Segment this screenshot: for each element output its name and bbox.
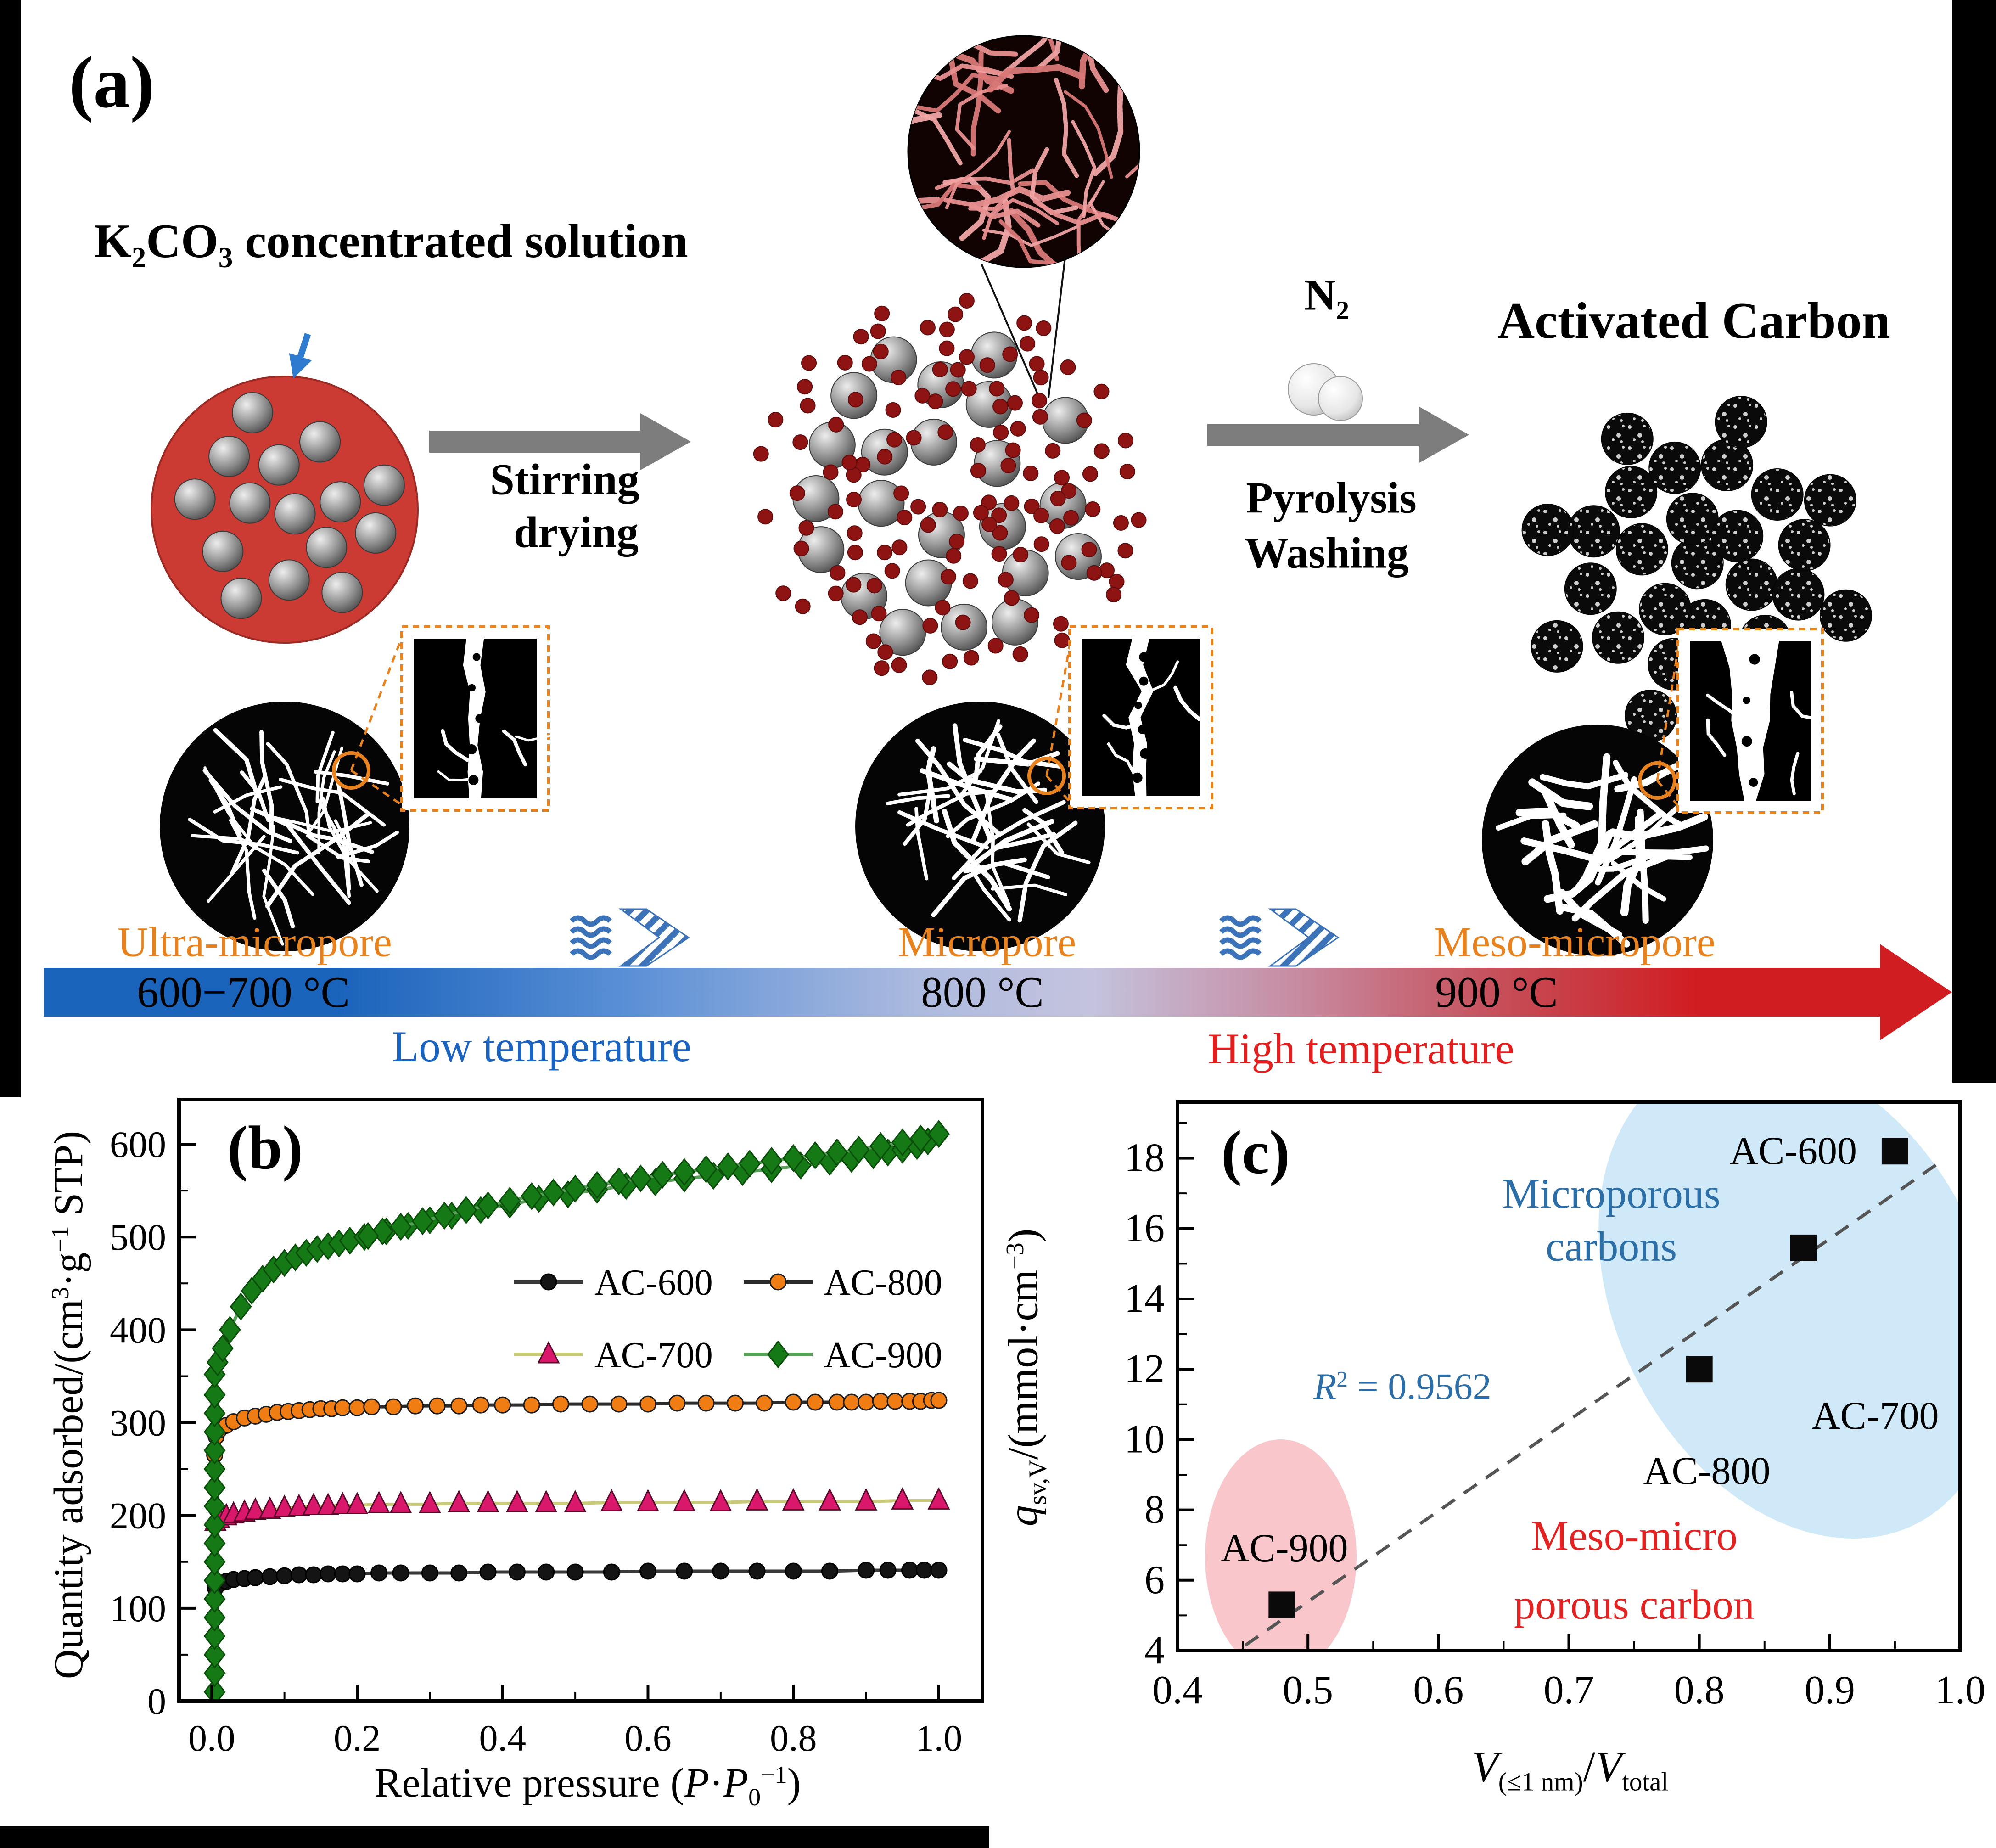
- solution-title: K2CO3 concentrated solution: [94, 214, 688, 274]
- svg-text:AC-900: AC-900: [824, 1335, 942, 1376]
- svg-text:6: 6: [1144, 1558, 1165, 1602]
- panel-b-xlabel: Relative pressure (P·P0−1): [374, 1760, 801, 1811]
- svg-text:100: 100: [110, 1588, 166, 1629]
- svg-text:1.0: 1.0: [915, 1717, 963, 1759]
- panel-b-ylabel: Quantity adsorbed/(cm3·g−1 STP): [45, 1130, 91, 1679]
- svg-text:8: 8: [1144, 1488, 1165, 1532]
- svg-text:1.0: 1.0: [1935, 1668, 1985, 1713]
- n2-label: N2: [1304, 270, 1350, 325]
- svg-text:500: 500: [110, 1216, 166, 1258]
- panel-c-xlabel: V(≤1 nm)/Vtotal: [1471, 1742, 1669, 1797]
- panel-b-label: (b): [227, 1114, 303, 1182]
- temp-900: 900 °C: [1435, 968, 1558, 1017]
- micro-annotation-line2: carbons: [1545, 1223, 1677, 1270]
- svg-text:0.9: 0.9: [1805, 1668, 1855, 1713]
- step1-line2: drying: [513, 507, 639, 557]
- panel-a-illustration: [44, 35, 1952, 1040]
- step2-line2: Washing: [1245, 528, 1409, 578]
- stage-label-ultra: Ultra-micropore: [118, 918, 392, 966]
- svg-text:200: 200: [110, 1495, 166, 1537]
- panel-a-label: (a): [69, 41, 155, 123]
- temp-600-700: 600−700 °C: [137, 968, 350, 1017]
- svg-text:0.4: 0.4: [479, 1717, 527, 1759]
- micro-annotation-line1: Microporous: [1502, 1170, 1721, 1217]
- svg-text:10: 10: [1124, 1417, 1165, 1461]
- svg-text:0.0: 0.0: [188, 1717, 235, 1759]
- r-squared-annotation: R2 = 0.9562: [1313, 1365, 1491, 1407]
- svg-text:0.8: 0.8: [1674, 1668, 1725, 1713]
- svg-text:18: 18: [1124, 1136, 1165, 1180]
- svg-text:0.2: 0.2: [334, 1717, 381, 1759]
- svg-text:600: 600: [110, 1123, 166, 1165]
- right-border-stripe: [1952, 0, 1996, 1083]
- svg-text:0.6: 0.6: [624, 1717, 672, 1759]
- svg-text:12: 12: [1124, 1347, 1165, 1391]
- temp-800: 800 °C: [921, 968, 1044, 1017]
- high-temp-label: High temperature: [1208, 1024, 1514, 1073]
- svg-text:0.5: 0.5: [1283, 1668, 1333, 1713]
- low-temp-label: Low temperature: [392, 1022, 691, 1071]
- panel-c-ylabel: qsv,V/(mmol·cm−3): [999, 1228, 1052, 1527]
- svg-text:16: 16: [1124, 1206, 1165, 1251]
- svg-text:AC-800: AC-800: [1643, 1449, 1770, 1493]
- svg-text:0.7: 0.7: [1544, 1668, 1594, 1713]
- product-title: Activated Carbon: [1497, 292, 1890, 350]
- stage-label-meso: Meso-micropore: [1434, 918, 1716, 966]
- svg-text:0.6: 0.6: [1413, 1668, 1463, 1713]
- svg-text:0: 0: [147, 1680, 166, 1722]
- svg-text:0.4: 0.4: [1152, 1668, 1203, 1713]
- svg-text:AC-800: AC-800: [824, 1263, 942, 1303]
- meso-annotation-line1: Meso-micro: [1531, 1512, 1738, 1559]
- bottom-border-bar: [0, 1826, 989, 1848]
- svg-text:300: 300: [110, 1402, 166, 1444]
- left-border-stripe: [0, 0, 21, 1097]
- panel-c-label: (c): [1221, 1118, 1290, 1187]
- svg-text:AC-700: AC-700: [594, 1335, 713, 1376]
- meso-annotation-line2: porous carbon: [1514, 1581, 1755, 1628]
- svg-text:4: 4: [1144, 1628, 1165, 1673]
- step1-line1: Stirring: [490, 455, 639, 504]
- svg-text:AC-700: AC-700: [1811, 1393, 1939, 1438]
- svg-text:AC-600: AC-600: [1730, 1129, 1857, 1173]
- svg-text:400: 400: [110, 1309, 166, 1351]
- svg-text:AC-600: AC-600: [594, 1263, 713, 1303]
- step2-line1: Pyrolysis: [1246, 473, 1417, 522]
- svg-text:AC-900: AC-900: [1221, 1526, 1348, 1570]
- svg-text:0.8: 0.8: [770, 1717, 817, 1759]
- stage-label-micro: Micropore: [897, 918, 1076, 966]
- svg-text:14: 14: [1124, 1276, 1165, 1321]
